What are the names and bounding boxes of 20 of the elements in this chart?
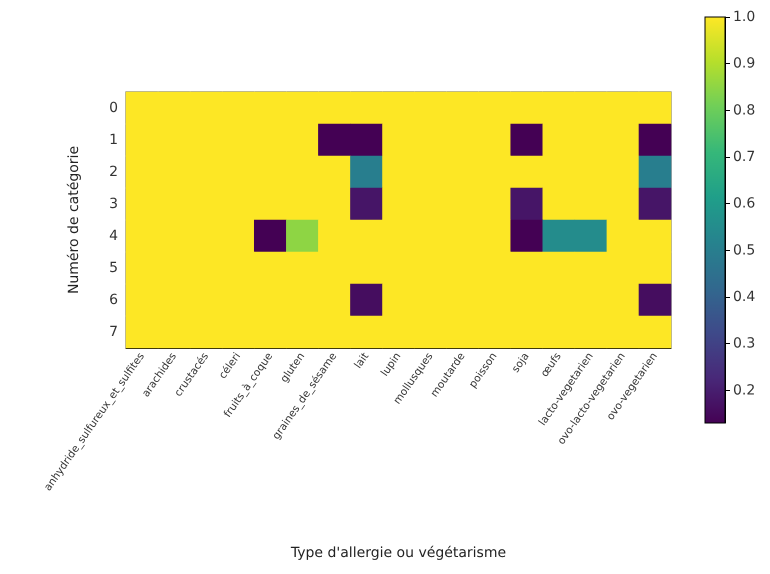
x-axis-title: Type d'allergie ou végétarisme [290, 545, 506, 561]
color-bar-label: 0.6 [733, 196, 756, 212]
y-tick-label: 0 [109, 100, 118, 116]
y-tick-label: 1 [109, 132, 118, 148]
y-tick-label: 3 [109, 196, 118, 212]
color-bar-label: 0.5 [733, 242, 756, 258]
color-bar-label: 1.0 [733, 9, 756, 25]
y-tick-label: 7 [109, 324, 118, 340]
x-tick-label: lait [352, 350, 372, 371]
color-bar-label: 0.9 [733, 56, 756, 72]
y-tick-label: 5 [109, 260, 118, 276]
y-tick-label: 6 [109, 292, 118, 308]
color-bar-label: 0.3 [733, 336, 756, 352]
color-bar-label: 0.4 [733, 289, 756, 305]
y-tick-label: 4 [109, 228, 118, 244]
y-axis-title: Numéro de catégorie [66, 146, 82, 294]
color-bar-label: 0.2 [733, 382, 756, 398]
color-bar-label: 0.7 [733, 149, 756, 165]
y-tick-label: 2 [109, 164, 118, 180]
color-bar-label: 0.8 [733, 102, 756, 118]
